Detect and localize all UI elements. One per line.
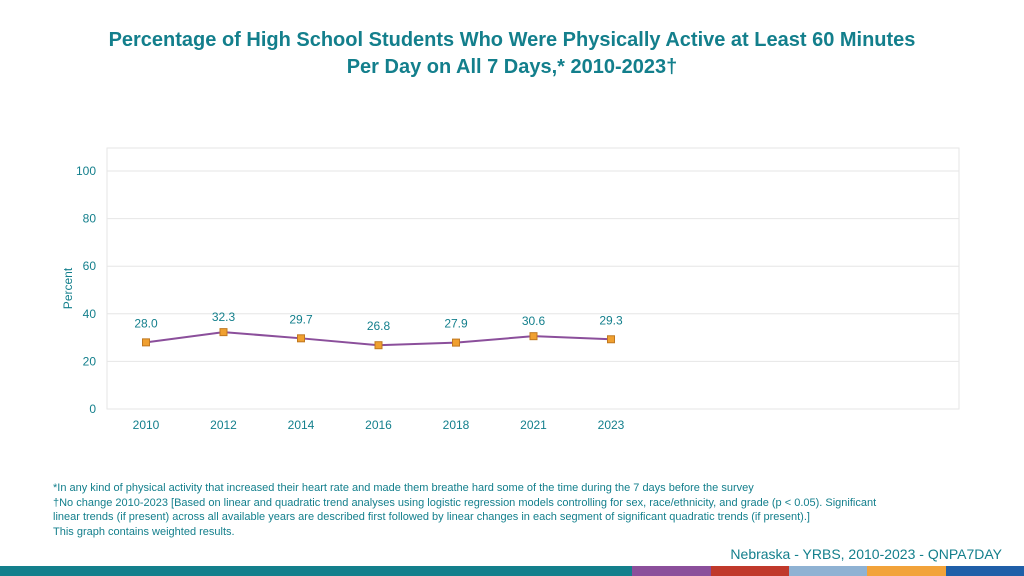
footnote-dagger-continued: linear trends (if present) across all av… [53, 511, 810, 523]
footnote-dagger: †No change 2010-2023 [Based on linear an… [53, 496, 877, 509]
data-point [607, 335, 615, 344]
y-tick-label: 80 [83, 212, 97, 226]
x-tick-label: 2021 [520, 418, 547, 432]
data-label: 26.8 [367, 319, 391, 333]
footer-segment-blue [946, 566, 1024, 576]
data-point [452, 338, 460, 347]
y-tick-label: 60 [83, 259, 97, 273]
data-point [219, 328, 228, 337]
footnote-asterisk: *In any kind of physical activity that i… [53, 482, 754, 494]
y-tick-label: 100 [76, 164, 96, 178]
x-tick-label: 2018 [443, 418, 470, 432]
data-label: 30.6 [522, 314, 546, 328]
title-line-2: Per Day on All 7 Days,* 2010-2023† [346, 56, 678, 78]
data-label: 29.3 [599, 313, 623, 327]
data-label: 29.7 [289, 312, 313, 326]
data-point [529, 332, 538, 341]
x-tick-label: 2010 [133, 418, 160, 432]
footnote-weighted: This graph contains weighted results. [53, 525, 235, 538]
footer-color-bar [0, 566, 1024, 576]
x-tick-label: 2023 [598, 418, 625, 432]
data-label: 27.9 [444, 317, 468, 331]
y-tick-label: 40 [83, 307, 97, 321]
footer-segment-lightblue [789, 566, 867, 576]
x-tick-label: 2014 [288, 418, 315, 432]
source-label: Nebraska - YRBS, 2010-2023 - QNPA7DAY [730, 546, 1002, 562]
footer-segment-red [711, 566, 789, 576]
x-tick-label: 2012 [210, 418, 237, 432]
data-point [297, 334, 305, 343]
footer-segment-purple [632, 566, 711, 576]
footer-segment-teal [0, 566, 632, 576]
y-tick-label: 0 [89, 402, 96, 416]
data-label: 32.3 [212, 310, 236, 324]
x-tick-label: 2016 [365, 418, 392, 432]
line-chart: 0 20 40 60 80 100 Percent 2010 2012 2014 2016 2018 2… [61, 147, 960, 432]
footer-segment-orange [867, 566, 946, 576]
data-label: 28.0 [134, 316, 158, 330]
chart-title: Percentage of High School Students Who W… [40, 27, 984, 81]
y-tick-label: 20 [83, 354, 97, 368]
plot-area [106, 147, 960, 410]
footnotes: *In any kind of physical activity that i… [53, 481, 953, 539]
y-axis-title: Percent [61, 267, 75, 309]
data-point [374, 341, 383, 350]
data-point [142, 338, 150, 347]
title-line-1: Percentage of High School Students Who W… [108, 29, 916, 51]
